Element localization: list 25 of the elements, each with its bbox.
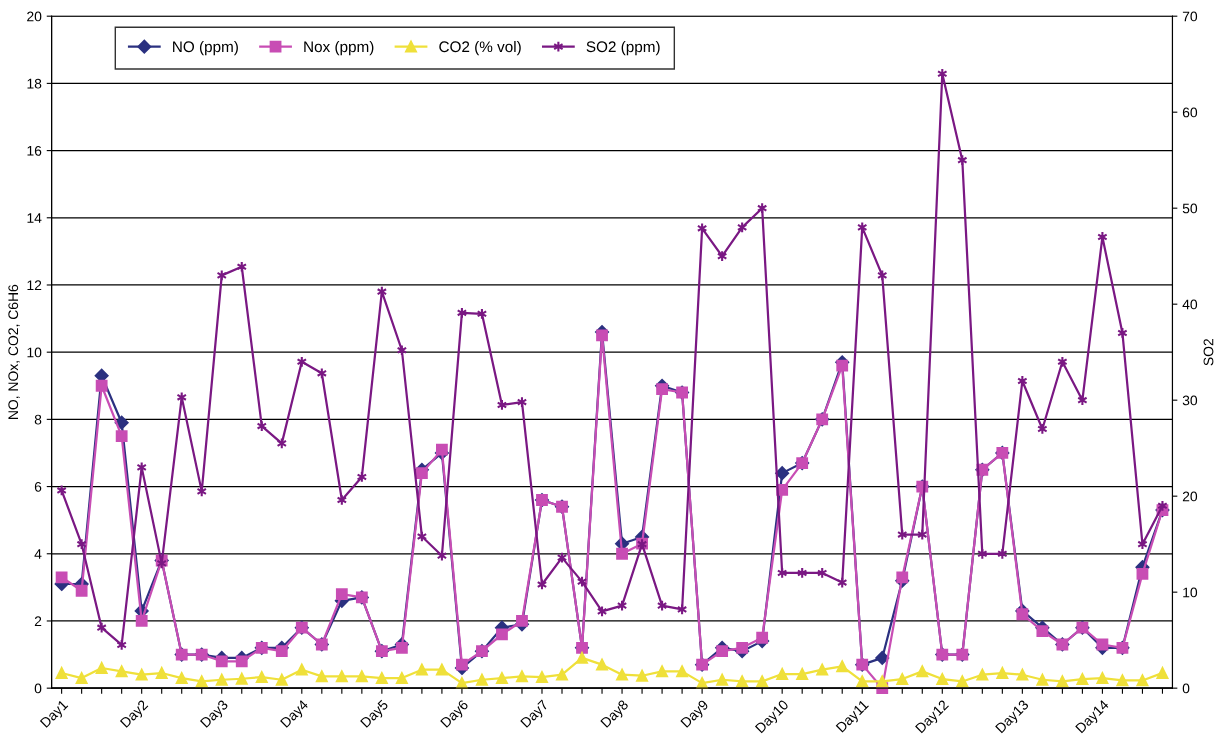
y2-tick-label: 70 (1182, 11, 1198, 22)
y-tick-label: 8 (34, 414, 42, 425)
y-tick-label: 12 (27, 280, 42, 291)
legend-label: Nox (ppm) (304, 40, 374, 56)
y-tick-label: 18 (27, 78, 42, 89)
y-tick-label: 0 (34, 683, 42, 694)
y-tick-label: 14 (27, 213, 42, 223)
legend-label: NO (ppm) (173, 40, 238, 56)
y2-axis-title: SO2 (1203, 338, 1214, 366)
y-tick-label: 6 (34, 481, 42, 492)
y2-tick-label: 20 (1182, 491, 1198, 502)
y-tick-label: 16 (27, 145, 42, 156)
y-tick-label: 20 (27, 11, 42, 22)
y2-tick-label: 50 (1182, 203, 1198, 214)
legend-label: SO2 (ppm) (586, 40, 660, 56)
y2-tick-label: 60 (1182, 107, 1198, 118)
y-tick-label: 10 (27, 347, 42, 358)
y-tick-label: 2 (34, 616, 42, 626)
legend-label: CO2 (% vol) (439, 40, 521, 56)
y2-tick-label: 40 (1182, 299, 1198, 310)
y2-tick-label: 30 (1182, 395, 1198, 406)
y2-tick-label: 10 (1183, 587, 1198, 598)
y-tick-label: 4 (34, 549, 42, 559)
y2-tick-label: 0 (1182, 683, 1190, 694)
y-axis-title: NO, NOx, CO2, C6H6 (8, 284, 20, 419)
